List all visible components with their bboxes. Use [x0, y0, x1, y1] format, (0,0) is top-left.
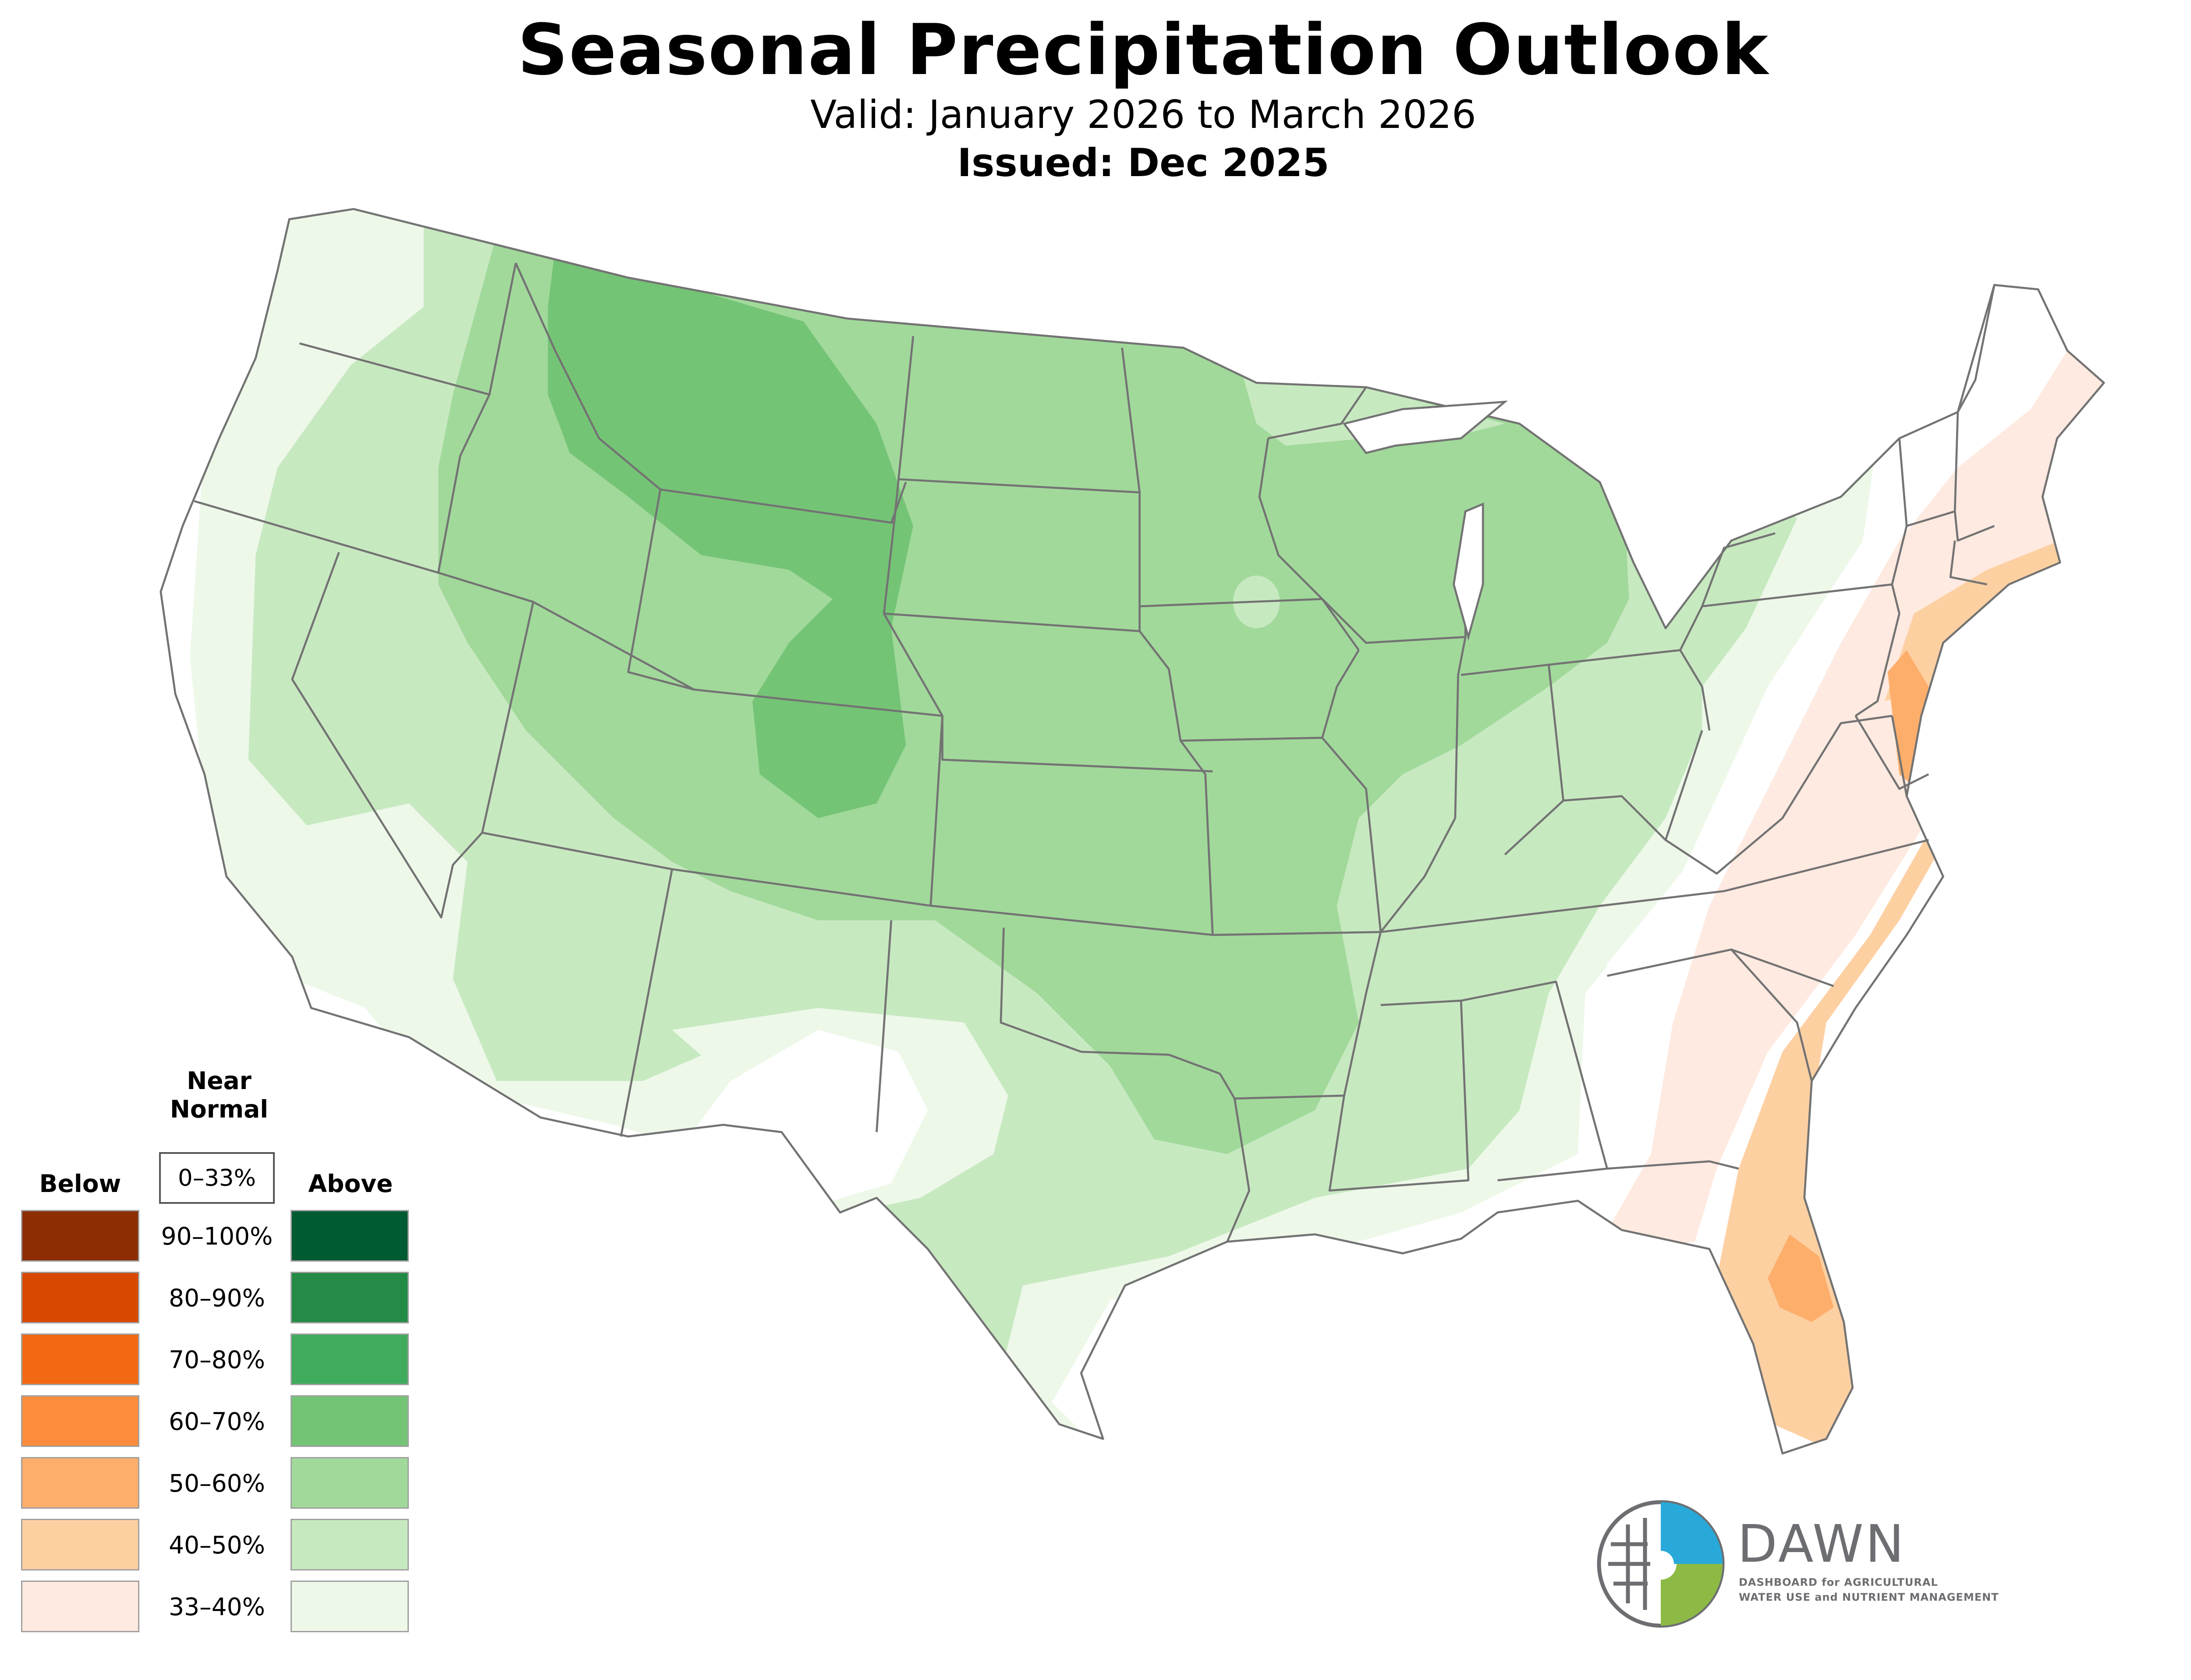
legend-above-swatch: [291, 1457, 409, 1509]
legend-range-label: 60–70%: [169, 1408, 265, 1436]
legend-near-label-1: Near: [187, 1067, 252, 1095]
legend-range-label: 50–60%: [169, 1469, 265, 1497]
legend-range-label: 33–40%: [169, 1593, 265, 1621]
issued-date: Issued: Dec 2025: [957, 140, 1329, 185]
legend-above-swatch: [291, 1519, 409, 1570]
legend-below-label: Below: [39, 1170, 121, 1198]
dawn-subtitle-2: WATER USE and NUTRIENT MANAGEMENT: [1739, 1591, 1999, 1603]
legend-range-label: 80–90%: [169, 1284, 265, 1312]
lake-michigan: [1453, 502, 1484, 641]
legend-above-swatch: [291, 1395, 409, 1447]
legend-below-swatch: [21, 1272, 139, 1323]
legend-below-swatch: [21, 1333, 139, 1385]
legend-above-swatch: [291, 1210, 409, 1262]
zone-below-50-60-florida: [1768, 1234, 1834, 1322]
legend-range-label: 40–50%: [169, 1531, 265, 1559]
zone-near-normal-southwest-fringe: [672, 1008, 1008, 1220]
dawn-logo-icon: [1597, 1500, 1725, 1628]
legend-above-swatch: [291, 1272, 409, 1323]
dawn-name: DAWN: [1737, 1514, 1906, 1574]
great-lakes: [1342, 400, 1508, 641]
legend-near-normal-range: 0–33%: [159, 1152, 275, 1204]
lake-superior: [1342, 400, 1508, 454]
map-title: Seasonal Precipitation Outlook: [518, 9, 1769, 91]
zone-above-60-70: [548, 248, 913, 818]
dawn-subtitle-1: DASHBOARD for AGRICULTURAL: [1739, 1576, 1938, 1588]
state-borders: [160, 208, 2105, 1455]
legend-below-swatch: [21, 1519, 139, 1570]
legend-range-label: 70–80%: [169, 1346, 265, 1374]
legend-range-label: 90–100%: [161, 1222, 273, 1250]
legend-below-swatch: [21, 1210, 139, 1262]
legend-below-swatch: [21, 1457, 139, 1509]
legend-below-swatch: [21, 1581, 139, 1632]
valid-period: Valid: January 2026 to March 2026: [810, 92, 1476, 137]
legend-near-label-2: Normal: [170, 1095, 269, 1123]
zone-below-40-50: [1709, 482, 2104, 1454]
legend-above-swatch: [291, 1333, 409, 1385]
legend-below-swatch: [21, 1395, 139, 1447]
legend-above-swatch: [291, 1581, 409, 1632]
legend-above-label: Above: [308, 1170, 393, 1198]
us-outline: [160, 208, 2105, 1455]
